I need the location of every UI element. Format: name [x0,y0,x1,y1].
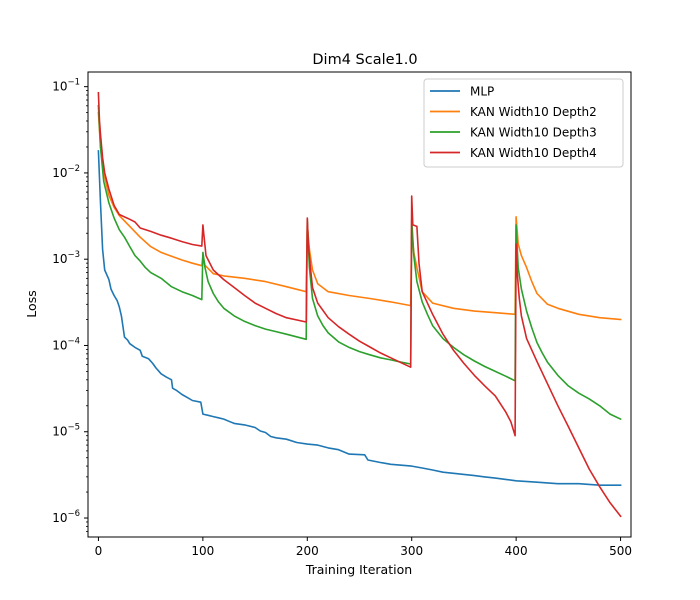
y-tick-label: 10−1 [52,78,80,94]
y-tick-base: 10 [52,166,67,180]
x-tick-label: 300 [400,544,423,558]
y-tick-label: 10−6 [52,509,80,525]
x-axis-label: Training Iteration [305,562,412,577]
series-line-mlp [97,150,622,486]
y-tick-exponent: −1 [67,78,80,88]
y-tick-base: 10 [52,511,67,525]
y-tick-exponent: −2 [67,164,80,174]
y-tick-exponent: −6 [67,509,80,519]
series-line-kan-width10-depth4 [97,91,622,518]
legend-label: KAN Width10 Depth2 [470,105,597,119]
x-tick-label: 400 [505,544,528,558]
x-tick-label: 500 [609,544,632,558]
y-axis-label: Loss [24,290,39,317]
y-tick-label: 10−5 [52,423,80,439]
legend-label: KAN Width10 Depth3 [470,126,597,140]
y-tick-base: 10 [52,252,67,266]
x-tick-label: 100 [191,544,214,558]
y-tick-base: 10 [52,425,67,439]
legend-label: KAN Width10 Depth4 [470,146,597,160]
series-layer [97,91,622,518]
legend-box [423,78,624,168]
y-tick-exponent: −5 [67,423,80,433]
y-tick-label: 10−3 [52,250,80,266]
y-tick-base: 10 [52,80,67,94]
x-tick-label: 0 [95,544,103,558]
legend-label: MLP [470,85,494,99]
y-tick-label: 10−4 [52,336,80,352]
y-axis: 10−610−510−410−310−210−1 [52,78,88,532]
chart-title: Dim4 Scale1.0 [312,52,417,68]
x-axis: 0 100 200 300 400 500 [95,537,632,558]
series-line-kan-width10-depth3 [97,104,622,421]
series-line-kan-width10-depth2 [97,111,622,321]
y-tick-exponent: −3 [67,250,80,260]
y-tick-label: 10−2 [52,164,80,180]
y-tick-exponent: −4 [67,336,80,346]
x-tick-label: 200 [296,544,319,558]
legend: MLP KAN Width10 Depth2 KAN Width10 Depth3 K… [423,78,624,168]
y-tick-base: 10 [52,338,67,352]
